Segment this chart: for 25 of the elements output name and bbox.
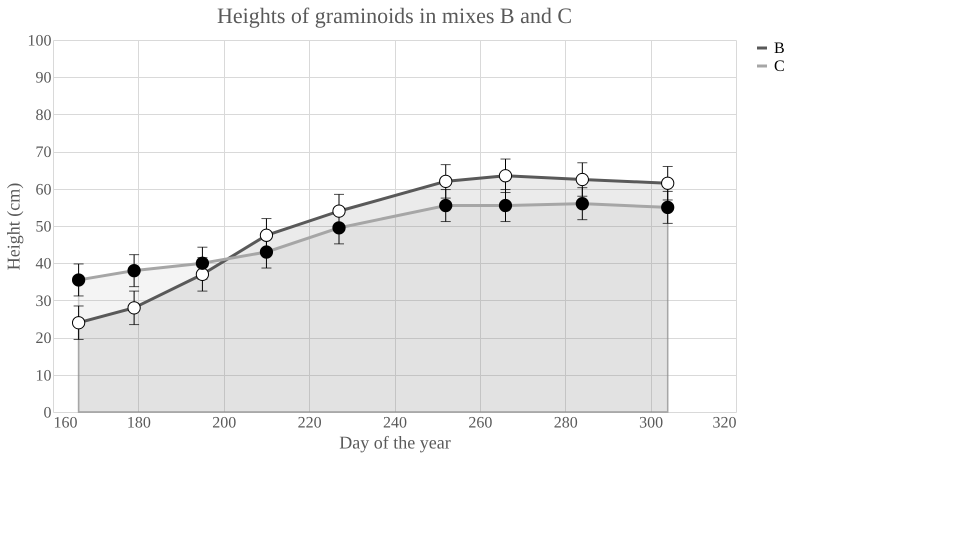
x-tick-label: 240 bbox=[383, 414, 407, 432]
x-tick-label: 300 bbox=[639, 414, 664, 432]
y-tick-label: 50 bbox=[36, 218, 52, 236]
x-axis-title: Day of the year bbox=[339, 432, 451, 452]
x-tick-label: 280 bbox=[554, 414, 578, 432]
y-tick-label: 20 bbox=[36, 330, 52, 348]
y-tick-label: 100 bbox=[28, 32, 52, 50]
y-tick-label: 70 bbox=[36, 144, 52, 162]
y-tick-label: 90 bbox=[36, 70, 52, 87]
y-tick-label: 40 bbox=[36, 256, 52, 273]
x-tick-label: 160 bbox=[54, 414, 78, 432]
y-tick-label: 60 bbox=[36, 181, 52, 198]
legend-label: C bbox=[774, 58, 785, 75]
x-tick-label: 180 bbox=[126, 414, 151, 432]
x-tick-label: 320 bbox=[712, 414, 736, 432]
legend-label: B bbox=[774, 40, 785, 57]
y-tick-label: 80 bbox=[36, 106, 52, 124]
x-tick-label: 260 bbox=[468, 414, 492, 432]
y-tick-label: 30 bbox=[36, 292, 52, 310]
chart-title: Heights of graminoids in mixes B and C bbox=[216, 3, 572, 28]
y-axis-title: Height (cm) bbox=[4, 182, 24, 270]
x-tick-label: 220 bbox=[298, 414, 322, 432]
y-tick-label: 0 bbox=[44, 404, 52, 422]
y-tick-label: 10 bbox=[36, 367, 52, 384]
x-tick-label: 200 bbox=[212, 414, 236, 432]
